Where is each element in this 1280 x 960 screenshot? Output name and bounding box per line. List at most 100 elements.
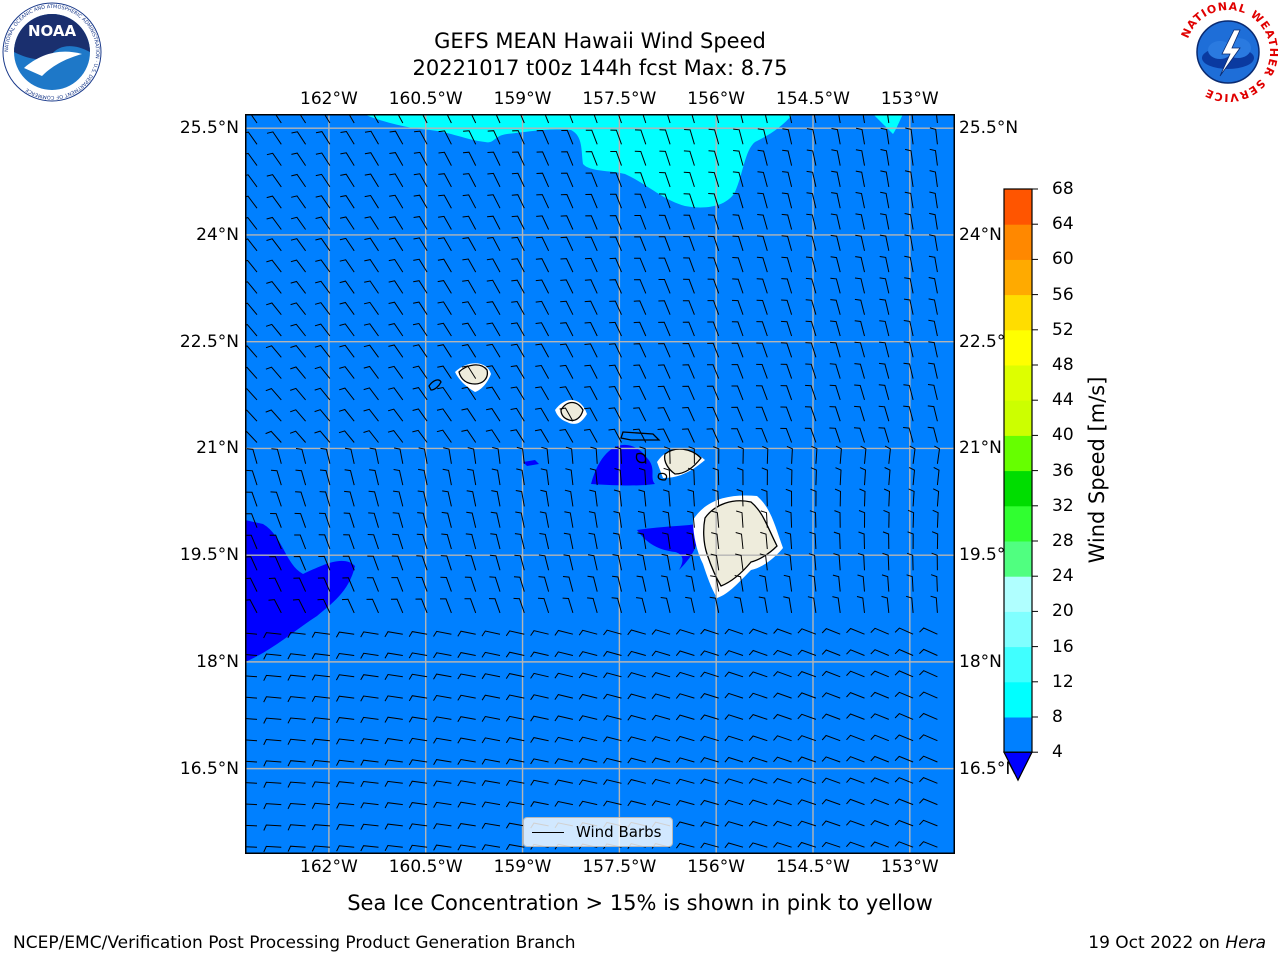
wind-barb <box>438 194 452 209</box>
wind-barb <box>637 554 647 571</box>
wind-barb <box>418 468 428 486</box>
wind-barb <box>894 798 914 806</box>
wind-barb <box>490 533 501 550</box>
wind-barb <box>711 510 720 528</box>
wind-barb <box>338 408 355 422</box>
wind-barb <box>457 823 476 830</box>
wind-barb <box>369 469 379 486</box>
wind-barb <box>408 844 428 851</box>
wind-barb <box>661 532 671 550</box>
wind-barb <box>633 300 647 315</box>
wind-barb <box>755 385 768 401</box>
wind-barb <box>781 256 793 273</box>
wind-barb <box>887 114 890 124</box>
wind-barb <box>675 800 695 806</box>
wind-barb <box>675 693 695 699</box>
wind-barb <box>609 321 622 337</box>
wind-barb <box>870 734 889 742</box>
wind-barb <box>683 257 695 273</box>
wind-barb <box>368 490 379 507</box>
wind-barb <box>266 302 282 316</box>
wind-barb <box>467 447 477 464</box>
wind-barb <box>245 152 258 166</box>
wind-barb <box>773 842 792 848</box>
wind-barb <box>934 445 941 464</box>
wind-barb <box>830 277 841 294</box>
wind-barb <box>408 631 428 637</box>
wind-barb <box>603 715 622 721</box>
wind-barb <box>585 236 598 252</box>
wind-barb <box>676 778 695 785</box>
wind-barb <box>651 778 671 785</box>
wind-barb <box>416 533 428 550</box>
wind-barb <box>336 759 355 766</box>
lat-tick-left-3: 21°N <box>196 438 239 459</box>
colorbar-segment-7 <box>1004 470 1032 507</box>
wind-barb <box>437 365 452 379</box>
wind-barb <box>780 385 793 401</box>
wind-contour-8-12 <box>363 114 793 208</box>
wind-speed-map <box>245 114 955 854</box>
wind-barb <box>340 152 355 166</box>
wind-barb <box>724 692 744 699</box>
wind-barb <box>511 215 525 230</box>
wind-barb <box>363 387 379 401</box>
wind-barb <box>904 191 914 209</box>
wind-barb <box>724 799 744 806</box>
wind-barb <box>311 653 330 660</box>
wind-barb <box>245 131 258 145</box>
noaa-logo-text: NOAA <box>28 22 77 40</box>
wind-barb <box>846 734 865 742</box>
wind-barb <box>487 151 501 166</box>
wind-barb <box>437 258 452 273</box>
wind-barb <box>683 171 695 188</box>
wind-barb <box>657 428 671 443</box>
wind-barb <box>412 387 428 401</box>
island-niihau <box>428 379 442 391</box>
wind-barb <box>761 488 768 507</box>
wind-barb <box>603 693 622 700</box>
wind-barb <box>603 800 622 807</box>
island-lanai <box>635 452 647 464</box>
wind-barb <box>882 531 890 550</box>
wind-barb <box>731 406 744 422</box>
wind-barb <box>759 574 768 592</box>
wind-barb <box>919 819 938 827</box>
wind-barb <box>490 511 501 528</box>
wind-barb <box>637 532 647 550</box>
wind-barb <box>782 128 793 145</box>
wind-barb <box>389 152 404 166</box>
wind-barb <box>734 575 744 592</box>
wind-barb <box>394 447 404 464</box>
wind-barb <box>461 344 477 358</box>
wind-barb <box>464 598 477 614</box>
wind-barb <box>809 510 817 528</box>
wind-barb <box>384 631 403 638</box>
wind-barb <box>880 127 890 145</box>
wind-barb <box>364 216 379 230</box>
wind-barb <box>245 259 258 273</box>
wind-barb <box>263 674 282 681</box>
wind-barb <box>691 114 695 124</box>
wind-barb <box>662 510 671 528</box>
lat-tick-left-6: 16.5°N <box>179 758 239 779</box>
wind-barb <box>688 446 695 464</box>
wind-barb <box>683 214 695 230</box>
wind-barb <box>491 490 501 507</box>
wind-barb <box>700 671 719 678</box>
wind-barb <box>700 821 719 827</box>
wind-barb <box>880 149 890 166</box>
wind-barb <box>366 598 379 614</box>
wind-barb <box>732 192 744 209</box>
wind-barb <box>384 716 403 723</box>
wind-barb <box>339 237 355 252</box>
wind-barb <box>560 172 574 188</box>
wind-barb <box>855 192 865 209</box>
wind-barb <box>290 345 306 358</box>
wind-barb <box>340 195 355 209</box>
wind-barb <box>651 736 671 742</box>
wind-barb <box>505 779 525 786</box>
wind-barb <box>560 215 574 230</box>
wind-barb <box>928 298 938 315</box>
wind-barb <box>855 256 865 273</box>
